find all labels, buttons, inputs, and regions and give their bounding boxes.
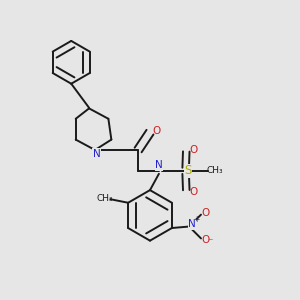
Text: O: O <box>202 235 210 244</box>
Text: +: + <box>193 215 200 224</box>
Text: ⁻: ⁻ <box>207 238 213 248</box>
Text: S: S <box>184 164 192 177</box>
Text: O: O <box>201 208 209 218</box>
Text: N: N <box>155 160 163 170</box>
Text: N: N <box>93 148 101 159</box>
Text: O: O <box>152 126 161 136</box>
Text: N: N <box>188 219 196 229</box>
Text: O: O <box>189 187 197 197</box>
Text: CH₃: CH₃ <box>206 166 223 175</box>
Text: CH₃: CH₃ <box>97 194 113 202</box>
Text: O: O <box>189 145 197 155</box>
